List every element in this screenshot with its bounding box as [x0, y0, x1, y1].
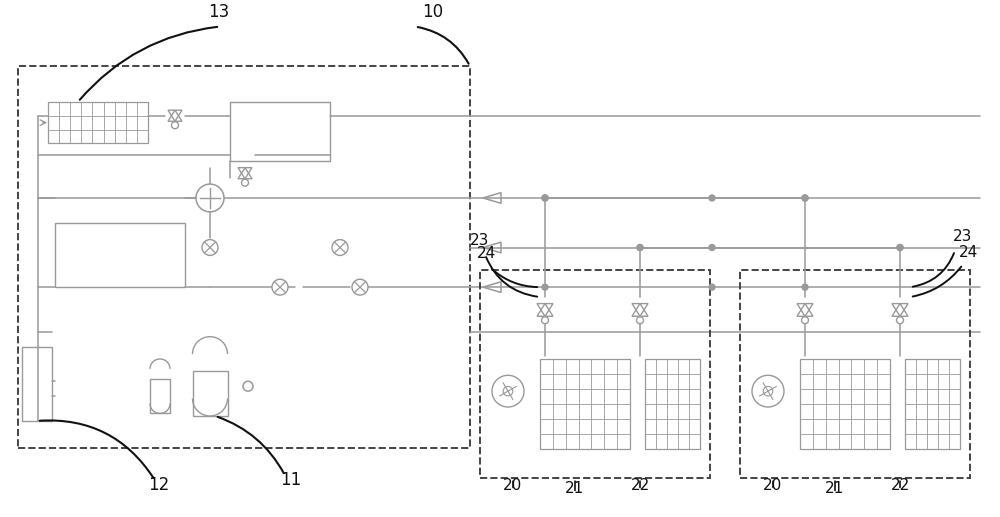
Circle shape: [802, 195, 808, 201]
Circle shape: [272, 279, 288, 295]
Circle shape: [897, 245, 903, 250]
Circle shape: [637, 245, 643, 250]
Circle shape: [709, 284, 715, 290]
Circle shape: [802, 317, 808, 324]
Bar: [150, 379, 170, 414]
Text: 13: 13: [208, 3, 229, 21]
Text: 24: 24: [477, 247, 497, 262]
Circle shape: [896, 317, 904, 324]
Circle shape: [637, 317, 644, 324]
Text: 23: 23: [470, 233, 490, 248]
Circle shape: [752, 375, 784, 407]
Circle shape: [709, 195, 715, 201]
Circle shape: [542, 284, 548, 290]
Bar: [48, 102, 148, 144]
Bar: [18, 66, 470, 448]
Circle shape: [802, 195, 808, 201]
Circle shape: [542, 317, 548, 324]
Bar: [540, 359, 630, 449]
Circle shape: [802, 284, 808, 290]
Bar: [55, 223, 185, 287]
Bar: [230, 102, 330, 161]
Bar: [645, 359, 700, 449]
Circle shape: [243, 381, 253, 391]
Text: 20: 20: [763, 478, 783, 493]
Text: 11: 11: [280, 472, 301, 489]
Circle shape: [202, 239, 218, 255]
Circle shape: [196, 184, 224, 212]
Circle shape: [637, 245, 643, 250]
Text: 22: 22: [630, 478, 650, 493]
Bar: [905, 359, 960, 449]
Text: 23: 23: [953, 229, 973, 244]
Circle shape: [492, 375, 524, 407]
Text: 21: 21: [825, 481, 845, 496]
Circle shape: [542, 195, 548, 201]
Bar: [22, 346, 52, 421]
Text: 24: 24: [958, 246, 978, 261]
Text: 10: 10: [422, 3, 443, 21]
Text: 21: 21: [565, 481, 585, 496]
Bar: [192, 371, 228, 416]
Circle shape: [332, 239, 348, 255]
Circle shape: [242, 179, 248, 186]
Bar: [800, 359, 890, 449]
Bar: [740, 270, 970, 478]
Circle shape: [352, 279, 368, 295]
Text: 20: 20: [503, 478, 523, 493]
Circle shape: [542, 195, 548, 201]
Circle shape: [709, 245, 715, 250]
Circle shape: [897, 245, 903, 250]
Text: 12: 12: [148, 476, 169, 494]
Bar: [480, 270, 710, 478]
Text: 22: 22: [890, 478, 910, 493]
Circle shape: [172, 122, 178, 129]
